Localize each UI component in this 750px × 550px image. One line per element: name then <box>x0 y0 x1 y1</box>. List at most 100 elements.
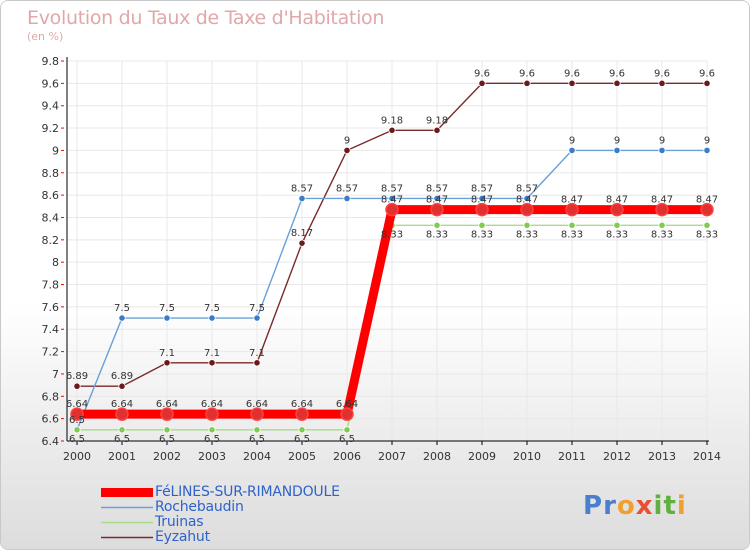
data-point-1 <box>658 146 666 155</box>
data-point-3 <box>658 79 666 87</box>
data-point-3 <box>433 126 441 134</box>
data-label-3: 7.1 <box>249 348 265 359</box>
x-tick-label: 2002 <box>153 450 181 463</box>
legend-label-felines: FéLINES-SUR-RIMANDOULE <box>155 484 340 500</box>
data-label-2: 6.5 <box>249 434 265 445</box>
data-label-3: 9 <box>344 135 350 146</box>
data-point-3 <box>163 359 171 367</box>
logo-letter: i <box>653 491 664 521</box>
legend: FéLINES-SUR-RIMANDOULE Rochebaudin Truin… <box>101 485 340 545</box>
data-label-2: 6.5 <box>159 434 175 445</box>
legend-label-eyzahut: Eyzahut <box>155 529 210 545</box>
chart-title: Evolution du Taux de Taxe d'Habitation <box>27 7 385 29</box>
x-tick-label: 2013 <box>648 450 676 463</box>
x-tick-label: 2009 <box>468 450 496 463</box>
data-label-1: 9 <box>569 135 575 146</box>
data-point-0 <box>700 202 714 217</box>
data-label-3: 9.6 <box>519 68 535 79</box>
data-point-0 <box>385 202 399 217</box>
data-point-0 <box>205 407 219 421</box>
data-point-1 <box>208 314 216 322</box>
data-point-0 <box>520 202 534 217</box>
y-tick-label: 8.6 <box>42 189 60 202</box>
data-label-2: 6.5 <box>114 434 130 445</box>
logo-letter: i <box>676 491 687 521</box>
y-tick-label: 9.2 <box>42 122 60 135</box>
data-label-3: 6.89 <box>66 371 88 382</box>
data-point-3 <box>253 359 261 367</box>
y-tick-label: 8.8 <box>42 167 60 180</box>
data-label-0: 6.64 <box>111 399 133 410</box>
data-label-3: 9.6 <box>564 68 580 79</box>
data-label-3: 6.89 <box>111 371 133 382</box>
data-point-2 <box>658 221 666 229</box>
logo-letter: P <box>583 491 604 521</box>
data-label-0: 6.64 <box>66 399 88 410</box>
y-tick-label: 7 <box>52 368 59 381</box>
data-label-2: 6.5 <box>204 434 220 445</box>
data-label-0: 6.64 <box>336 399 358 410</box>
data-label-3: 9.18 <box>381 115 403 126</box>
data-label-1: 8.57 <box>426 183 448 194</box>
data-label-2: 8.33 <box>381 229 403 240</box>
y-tick-label: 6.4 <box>42 435 60 448</box>
legend-swatch-eyzahut <box>101 536 153 539</box>
legend-label-rochebaudin: Rochebaudin <box>155 499 244 515</box>
data-point-1 <box>343 194 351 203</box>
data-point-2 <box>253 426 261 434</box>
data-point-2 <box>163 426 171 434</box>
legend-swatch-truinas <box>101 521 153 524</box>
x-tick-label: 2004 <box>243 450 271 463</box>
data-point-0 <box>295 407 309 421</box>
logo-letter: x <box>635 491 654 521</box>
data-label-1: 8.57 <box>516 183 538 194</box>
y-tick-label: 7.2 <box>42 346 60 359</box>
data-point-1 <box>163 314 171 322</box>
data-label-0: 8.47 <box>606 195 628 206</box>
data-label-0: 8.47 <box>471 195 493 206</box>
data-label-3: 9.6 <box>699 68 715 79</box>
data-label-2: 6.5 <box>294 434 310 445</box>
data-point-2 <box>523 221 531 229</box>
y-tick-label: 9.4 <box>42 100 60 113</box>
data-point-0 <box>115 407 129 421</box>
data-label-1: 8.57 <box>291 183 313 194</box>
data-point-2 <box>568 221 576 229</box>
data-point-3 <box>568 79 576 87</box>
y-tick-label: 9.8 <box>42 55 60 68</box>
data-label-1: 7.5 <box>249 303 265 314</box>
data-label-1: 7.5 <box>114 303 130 314</box>
data-point-2 <box>73 426 81 434</box>
data-point-3 <box>298 239 306 247</box>
data-point-1 <box>523 194 531 203</box>
data-point-3 <box>613 79 621 87</box>
data-point-0 <box>340 407 354 421</box>
data-label-1: 8.57 <box>336 183 358 194</box>
logo-letter: r <box>603 491 617 521</box>
x-tick-label: 2006 <box>333 450 361 463</box>
data-point-1 <box>388 194 396 203</box>
legend-item-eyzahut[interactable]: Eyzahut <box>101 530 340 545</box>
legend-label-truinas: Truinas <box>155 514 204 530</box>
data-label-3: 9.6 <box>654 68 670 79</box>
legend-item-truinas[interactable]: Truinas <box>101 515 340 530</box>
data-point-0 <box>160 407 174 421</box>
data-label-1: 7.5 <box>204 303 220 314</box>
x-tick-label: 2001 <box>108 450 136 463</box>
data-label-0: 6.64 <box>201 399 223 410</box>
data-label-2: 8.33 <box>426 229 448 240</box>
data-label-0: 8.47 <box>561 195 583 206</box>
y-tick-label: 8 <box>52 256 59 269</box>
data-point-3 <box>523 79 531 87</box>
data-point-2 <box>433 221 441 229</box>
legend-item-rochebaudin[interactable]: Rochebaudin <box>101 500 340 515</box>
legend-item-felines[interactable]: FéLINES-SUR-RIMANDOULE <box>101 485 340 500</box>
data-label-3: 7.1 <box>159 348 175 359</box>
data-label-2: 8.33 <box>696 229 718 240</box>
data-label-1: 7.5 <box>159 303 175 314</box>
proxiti-logo: Proxiti <box>583 491 687 521</box>
data-label-2: 8.33 <box>606 229 628 240</box>
data-point-3 <box>73 382 81 390</box>
data-point-3 <box>118 382 126 390</box>
data-point-0 <box>655 202 669 217</box>
